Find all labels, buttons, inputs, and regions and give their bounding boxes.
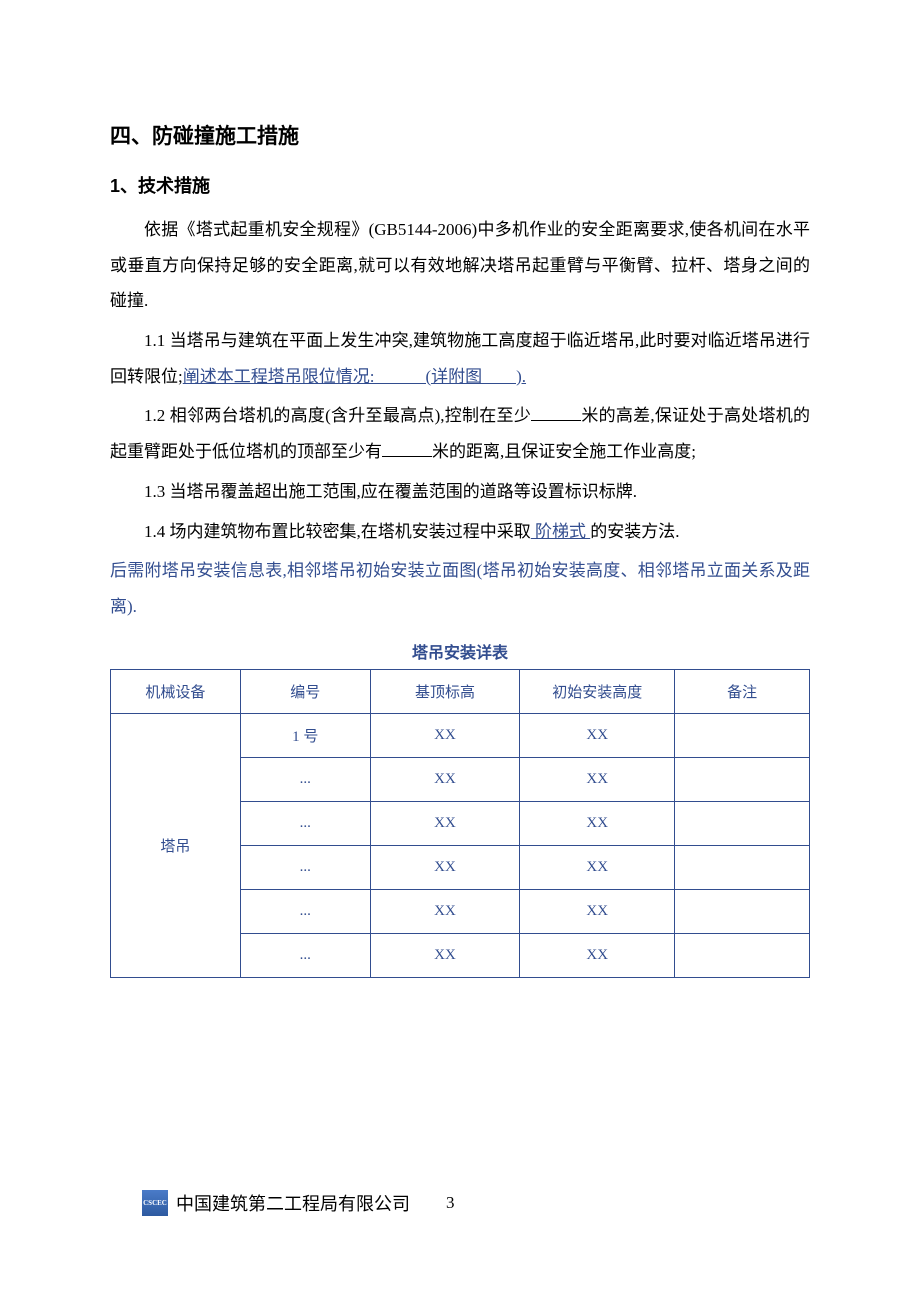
link-text: 阶梯式 [531, 522, 591, 541]
paragraph-1-4: 1.4 场内建筑物布置比较密集,在塔机安装过程中采取 阶梯式 的安装方法. [110, 514, 810, 550]
link-text: 阐述本工程塔吊限位情况: (详附图 ). [183, 367, 526, 386]
table-cell: ... [240, 845, 370, 889]
table-cell: XX [370, 933, 520, 977]
paragraph-note: 后需附塔吊安装信息表,相邻塔吊初始安装立面图(塔吊初始安装高度、相邻塔吊立面关系… [110, 553, 810, 624]
company-name: 中国建筑第二工程局有限公司 [176, 1190, 410, 1216]
install-table: 机械设备 编号 基顶标高 初始安装高度 备注 塔吊 1 号 XX XX ... … [110, 669, 810, 978]
para-text: 1.2 相邻两台塔机的高度(含升至最高点),控制在至少 [144, 406, 531, 425]
table-cell: ... [240, 757, 370, 801]
table-cell [675, 757, 810, 801]
company-logo-icon: CSCEC [142, 1190, 168, 1216]
table-cell: ... [240, 889, 370, 933]
heading-main: 四、防碰撞施工措施 [110, 120, 810, 150]
table-cell [675, 713, 810, 757]
table-cell: XX [520, 757, 675, 801]
table-cell: XX [370, 889, 520, 933]
para-text: 1.4 场内建筑物布置比较密集,在塔机安装过程中采取 [144, 522, 531, 541]
page-footer: CSCEC 中国建筑第二工程局有限公司 3 [142, 1190, 455, 1216]
blank-field [531, 404, 581, 421]
table-cell: XX [370, 845, 520, 889]
table-header: 机械设备 [111, 669, 241, 713]
table-cell: XX [520, 713, 675, 757]
para-text: 米的距离,且保证安全施工作业高度; [432, 442, 696, 461]
table-cell-merged: 塔吊 [111, 713, 241, 977]
table-cell: XX [370, 801, 520, 845]
table-cell: 1 号 [240, 713, 370, 757]
table-cell: XX [520, 933, 675, 977]
table-header: 基顶标高 [370, 669, 520, 713]
table-header: 初始安装高度 [520, 669, 675, 713]
document-content: 四、防碰撞施工措施 1、技术措施 依据《塔式起重机安全规程》(GB5144-20… [110, 120, 810, 978]
table-cell [675, 933, 810, 977]
paragraph-1-3: 1.3 当塔吊覆盖超出施工范围,应在覆盖范围的道路等设置标识标牌. [110, 474, 810, 510]
table-header: 编号 [240, 669, 370, 713]
page-number: 3 [446, 1193, 455, 1213]
table-cell: XX [520, 845, 675, 889]
table-cell: XX [520, 801, 675, 845]
heading-sub: 1、技术措施 [110, 172, 810, 198]
table-cell [675, 845, 810, 889]
table-cell: XX [370, 713, 520, 757]
table-row: 塔吊 1 号 XX XX [111, 713, 810, 757]
table-cell: XX [370, 757, 520, 801]
blank-field [382, 440, 432, 457]
para-text: 的安装方法. [590, 522, 679, 541]
table-cell: XX [520, 889, 675, 933]
table-header-row: 机械设备 编号 基顶标高 初始安装高度 备注 [111, 669, 810, 713]
table-title: 塔吊安装详表 [110, 639, 810, 663]
paragraph-intro: 依据《塔式起重机安全规程》(GB5144-2006)中多机作业的安全距离要求,使… [110, 212, 810, 319]
table-cell [675, 801, 810, 845]
paragraph-1-1: 1.1 当塔吊与建筑在平面上发生冲突,建筑物施工高度超于临近塔吊,此时要对临近塔… [110, 323, 810, 394]
table-cell: ... [240, 801, 370, 845]
paragraph-1-2: 1.2 相邻两台塔机的高度(含升至最高点),控制在至少米的高差,保证处于高处塔机… [110, 398, 810, 469]
table-header: 备注 [675, 669, 810, 713]
table-cell [675, 889, 810, 933]
table-cell: ... [240, 933, 370, 977]
